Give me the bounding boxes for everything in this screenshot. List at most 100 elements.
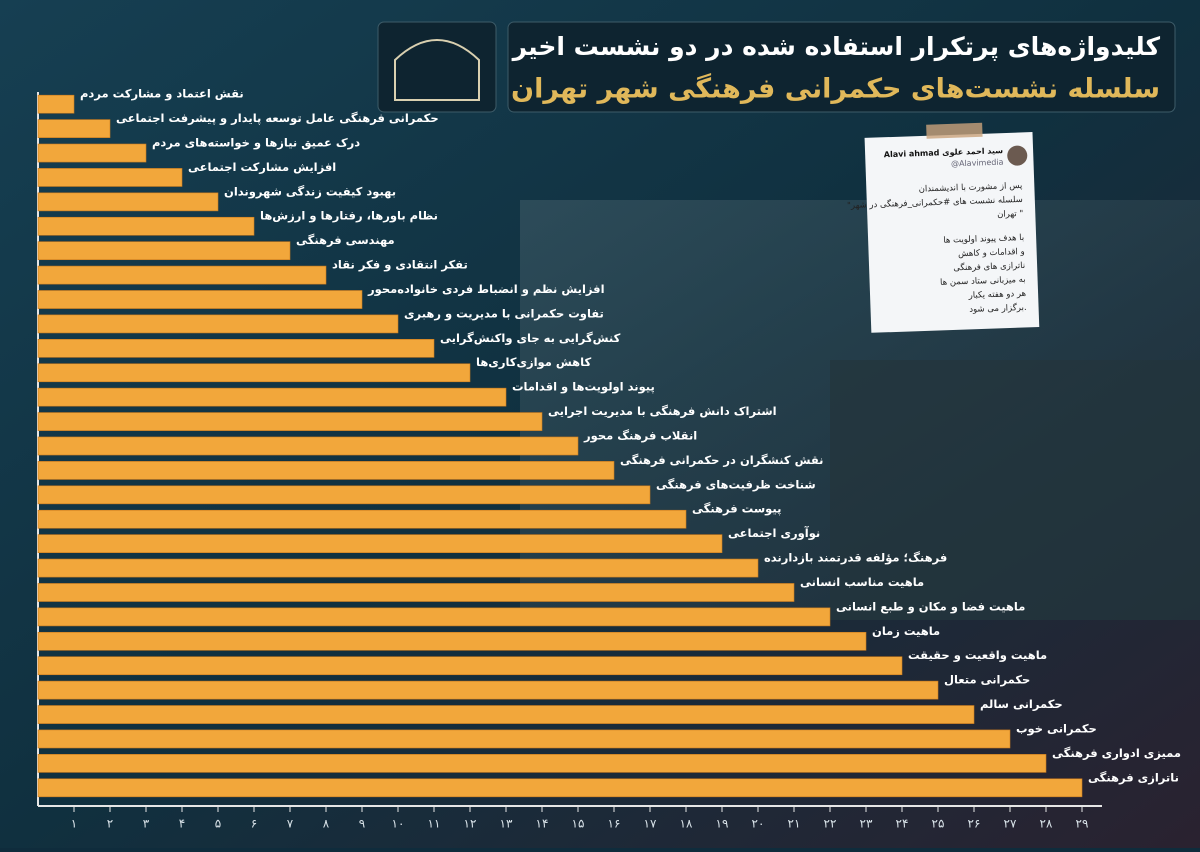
- x-tick-label: ۲۱: [788, 817, 801, 831]
- category-label: افزایش نظم و انضباط فردی خانواده‌محور: [367, 282, 605, 297]
- bar: [37, 314, 399, 334]
- x-tick-label: ۲۹: [1076, 817, 1089, 831]
- logo-emblem: [394, 39, 480, 101]
- bar: [37, 754, 1047, 773]
- tweet-line: پس از مشورت با اندیشمندان: [918, 181, 1023, 195]
- x-tick-label: ۱۵: [572, 817, 585, 831]
- bar: [37, 705, 975, 724]
- bar: [37, 290, 363, 309]
- category-label: ماهیت فضا و مکان و طبع انسانی: [836, 599, 1025, 614]
- x-tick-label: ۱۱: [428, 817, 441, 831]
- tweet-line: با هدف پیوند اولویت ها: [943, 233, 1024, 246]
- bar: [37, 656, 903, 676]
- category-label: بهبود کیفیت زندگی شهروندان: [224, 184, 396, 199]
- tweet-name-en: Alavi ahmad: [884, 148, 940, 159]
- bar: [37, 119, 111, 138]
- tweet-line: ناترازی های فرهنگی: [953, 260, 1025, 274]
- category-label: ماهیت زمان: [872, 624, 940, 638]
- x-tick-label: ۷: [287, 817, 294, 831]
- bar: [37, 583, 795, 602]
- logo-box: [377, 21, 497, 113]
- category-label: ناترازی فرهنگی: [1088, 770, 1179, 784]
- x-tick-label: ۱: [71, 817, 77, 831]
- category-label: افزایش مشارکت اجتماعی: [188, 160, 336, 174]
- x-tick-label: ۲۵: [932, 817, 945, 831]
- bar: [37, 339, 435, 358]
- x-tick-label: ۶: [251, 817, 257, 831]
- bar: [37, 192, 219, 212]
- category-label: اشتراک دانش فرهنگی با مدیریت اجرایی: [548, 404, 777, 418]
- tweet-card: Alavi ahmad سید احمد علوی @Alavimedia پس…: [847, 122, 1040, 333]
- x-tick-label: ۱۲: [464, 817, 477, 831]
- x-tick-label: ۲۰: [752, 817, 765, 831]
- category-label: شناخت ظرفیت‌های فرهنگی: [656, 477, 816, 491]
- x-tick-label: ۲۳: [860, 817, 873, 831]
- tweet-line: تهران ": [997, 209, 1024, 220]
- bar: [37, 509, 687, 529]
- tweet-paper: [864, 132, 1040, 333]
- x-tick-label: ۱۰: [392, 817, 405, 831]
- x-tick-label: ۲۸: [1040, 817, 1053, 831]
- bar: [37, 168, 183, 187]
- category-label: نوآوری اجتماعی: [728, 526, 820, 541]
- category-label: نظام باورها، رفتارها و ارزش‌ها: [260, 209, 438, 224]
- bar: [37, 631, 867, 651]
- bar: [37, 729, 1011, 749]
- bar: [37, 485, 651, 505]
- category-label: پیوست فرهنگی: [692, 502, 781, 517]
- bar: [37, 436, 579, 456]
- category-label: ممیزی ادواری فرهنگی: [1052, 746, 1181, 761]
- category-label: تفکر انتقادی و فکر نقاد: [332, 258, 468, 273]
- x-tick-label: ۵: [215, 817, 221, 831]
- tweet-line: به میزبانی ستاد سمن ها: [940, 275, 1026, 288]
- bar: [37, 241, 291, 261]
- bar: [37, 607, 831, 627]
- chart-subtitle: سلسله نشست‌های حکمرانی فرهنگی شهر تهران: [511, 73, 1160, 105]
- category-label: ماهیت مناسب انسانی: [800, 575, 924, 589]
- x-tick-label: ۱۶: [608, 817, 621, 831]
- category-label: درک عمیق نیازها و خواسته‌های مردم: [152, 136, 360, 151]
- bar: [37, 94, 75, 114]
- category-label: ماهیت واقعیت و حقیقت: [908, 648, 1047, 663]
- bar: [37, 265, 327, 285]
- category-label: حکمرانی خوب: [1016, 721, 1097, 736]
- category-label: حکمرانی سالم: [980, 697, 1063, 711]
- category-label: تفاوت حکمرانی با مدیریت و رهبری: [404, 306, 604, 321]
- avatar: [1007, 145, 1028, 166]
- bar: [37, 558, 759, 578]
- bar: [37, 534, 723, 553]
- x-tick-label: ۲۷: [1004, 817, 1017, 831]
- photo-backdrop: [830, 360, 1200, 620]
- bar: [37, 143, 147, 163]
- x-tick-label: ۲۶: [968, 817, 981, 831]
- x-tick-label: ۱۷: [644, 817, 657, 831]
- category-label: مهندسی فرهنگی: [296, 233, 395, 247]
- tweet-handle: @Alavimedia: [951, 158, 1004, 169]
- bar: [37, 680, 939, 700]
- category-label: انقلاب فرهنگ محور: [583, 428, 697, 443]
- tweet-name: Alavi ahmad سید احمد علوی: [884, 146, 1004, 159]
- x-tick-label: ۳: [143, 817, 150, 831]
- chart-title: کلیدواژه‌های پرتکرار استفاده شده در دو ن…: [511, 32, 1161, 62]
- x-tick-label: ۱۹: [716, 817, 729, 831]
- tweet-line: هر دو هفته یکبار: [968, 289, 1027, 301]
- bar: [37, 778, 1083, 798]
- bar: [37, 216, 255, 236]
- category-label: نقش اعتماد و مشارکت مردم: [80, 87, 244, 102]
- bar: [37, 412, 543, 431]
- tweet-line: و اقدامات و کاهش: [958, 247, 1025, 259]
- category-label: کاهش موازی‌کاری‌ها: [476, 355, 591, 370]
- category-label: نقش کنشگران در حکمرانی فرهنگی: [620, 453, 823, 467]
- category-label: فرهنگ؛ مؤلفه قدرتمند بازدارنده: [764, 551, 947, 566]
- x-tick-label: ۴: [179, 817, 185, 831]
- category-label: حکمرانی فرهنگی عامل توسعه پایدار و پیشرف…: [116, 111, 439, 126]
- category-label: پیوند اولویت‌ها و اقدامات: [512, 380, 655, 395]
- tape: [926, 122, 983, 139]
- category-label: حکمرانی متعال: [944, 673, 1030, 687]
- title-box: [507, 21, 1176, 113]
- x-tick-label: ۹: [359, 817, 365, 831]
- x-tick-label: ۸: [323, 817, 330, 831]
- x-tick-label: ۲۴: [896, 817, 909, 831]
- category-label: کنش‌گرایی به جای واکنش‌گرایی: [440, 331, 621, 346]
